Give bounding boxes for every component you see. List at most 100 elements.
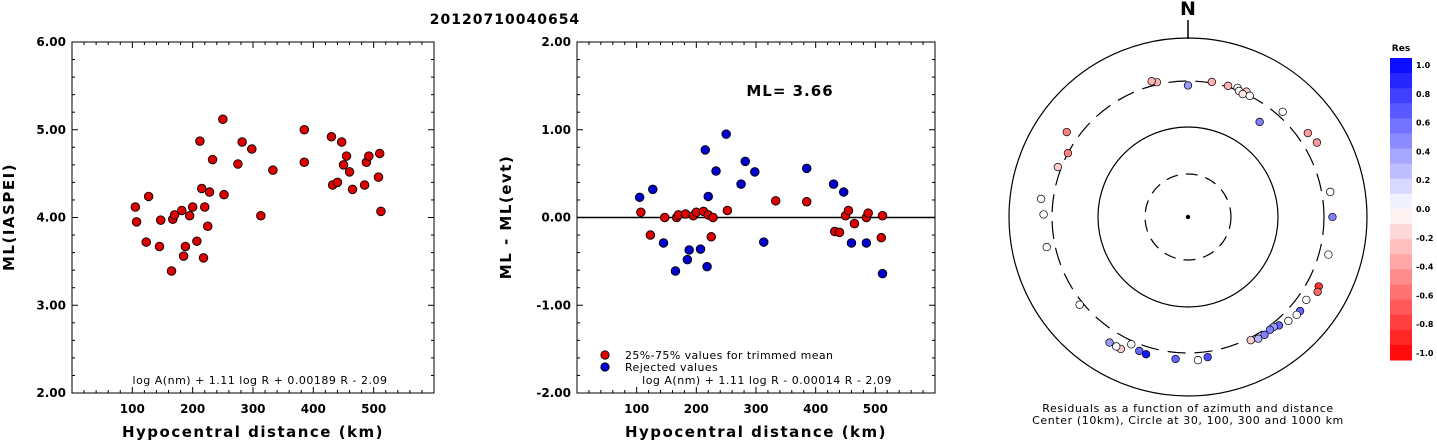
ml-distance-point	[131, 217, 142, 227]
rejected-residual-point	[877, 268, 888, 279]
colorbar-label: -1.0	[1416, 349, 1434, 358]
colorbar-segment	[1390, 178, 1412, 195]
ml-distance-y-tick-label: 5.00	[36, 123, 66, 137]
colorbar-segment	[1390, 58, 1412, 74]
station-residual-point	[1326, 187, 1335, 197]
residual-distance-x-tick-label: 300	[743, 402, 768, 416]
trimmed-residual-point	[843, 205, 854, 216]
station-residual-point	[1303, 128, 1312, 138]
station-residual-point	[1171, 354, 1180, 364]
rejected-residual-point	[711, 166, 721, 176]
colorbar-segment	[1390, 118, 1412, 134]
station-residual-point	[1265, 325, 1275, 334]
ml-distance-point	[344, 167, 355, 177]
station-residual-point	[1292, 310, 1301, 320]
ml-distance-point	[199, 202, 210, 212]
trimmed-residual-point	[801, 196, 812, 207]
colorbar-segment	[1390, 254, 1412, 270]
ml-distance-point	[130, 202, 141, 212]
rejected-residual-point	[700, 145, 711, 155]
trimmed-residual-point	[645, 230, 656, 240]
ml-distance-y-tick-label: 6.00	[36, 35, 66, 49]
rejected-residual-point	[648, 184, 658, 195]
station-residual-point	[1313, 287, 1322, 296]
colorbar-segment	[1390, 73, 1412, 89]
station-residual-point	[1246, 336, 1255, 345]
ml-distance-point	[166, 266, 177, 276]
ml-distance-x-tick-label: 400	[301, 402, 326, 416]
residual-colorbar: 1.0 0.8 0.6 0.4 0.2 0.0 -0.2 -0.4 -0.6 -0.8 -1.0	[1390, 58, 1434, 361]
station-residual-point	[1042, 242, 1051, 252]
station-residual-point	[1112, 342, 1121, 351]
ml-distance-point	[178, 251, 189, 261]
legend-rejected-label: Rejected values	[625, 361, 718, 374]
trimmed-residual-point	[863, 208, 873, 218]
trimmed-residual-point	[849, 218, 860, 229]
rejected-residual-point	[703, 191, 714, 202]
residual-distance-y-tick-label: -2.00	[536, 386, 571, 400]
rejected-residual-point	[670, 266, 681, 276]
trimmed-residual-point	[708, 212, 718, 223]
station-residual-point	[1238, 89, 1247, 99]
rejected-residual-point	[846, 238, 857, 248]
rejected-residual-point	[801, 163, 812, 174]
colorbar-label: -0.4	[1416, 263, 1434, 272]
colorbar-segment	[1390, 284, 1412, 301]
ml-distance-point	[247, 144, 257, 154]
ring-100km	[1097, 126, 1279, 308]
ml-distance-point	[219, 189, 229, 200]
station-residual-point	[1278, 107, 1287, 116]
ml-distance-point	[376, 206, 386, 217]
colorbar-label: 0.2	[1416, 176, 1430, 185]
rejected-residual-point	[634, 192, 645, 203]
station-residual-point	[1063, 149, 1073, 158]
colorbar-segment	[1390, 133, 1412, 150]
residual-distance-y-tick-label: 2.00	[541, 35, 571, 49]
colorbar-segment	[1390, 103, 1412, 119]
rejected-residual-point	[658, 238, 669, 248]
station-residual-point	[1183, 81, 1193, 90]
station-residual-point	[1223, 81, 1233, 90]
colorbar-label: -0.2	[1416, 234, 1434, 243]
azimuth-residual-points	[1036, 77, 1337, 365]
center-marker	[1185, 214, 1191, 220]
ml-distance-y-tick-label: 3.00	[36, 298, 66, 312]
north-label: N	[1180, 0, 1196, 20]
ml-distance-y-label: ML(IASPEI)	[0, 163, 18, 271]
rejected-residual-point	[682, 254, 693, 265]
polar-caption-line-1: Residuals as a function of azimuth and d…	[1042, 402, 1333, 415]
station-residual-point	[1062, 127, 1071, 137]
legend-trimmed-label: 25%-75% values for trimmed mean	[625, 349, 833, 362]
colorbar-label: 0.6	[1416, 119, 1431, 128]
rejected-residual-point	[828, 179, 839, 189]
rejected-residual-point	[759, 237, 769, 247]
colorbar-label: 0.8	[1416, 90, 1431, 99]
colorbar-title: Res	[1392, 44, 1410, 54]
station-residual-point	[1254, 334, 1263, 343]
colorbar-segment	[1390, 269, 1412, 285]
station-residual-point	[1255, 117, 1264, 127]
trimmed-residual-point	[706, 232, 717, 242]
residual-distance-x-ticks: 100 200 300 400 500	[588, 42, 924, 416]
ml-distance-x-tick-label: 200	[180, 402, 205, 416]
ml-distance-point	[184, 210, 195, 221]
residual-distance-y-label: ML - ML(evt)	[497, 155, 515, 279]
polar-caption-line-2: Center (10km), Circle at 30, 100, 300 an…	[1032, 414, 1344, 427]
station-residual-point	[1312, 138, 1322, 147]
station-residual-point	[1039, 210, 1048, 219]
colorbar-segment	[1390, 329, 1412, 346]
rejected-residual-point	[702, 261, 712, 272]
ml-distance-point	[202, 221, 213, 232]
rejected-residual-point	[740, 156, 751, 167]
colorbar-segment	[1390, 209, 1412, 225]
ml-distance-formula: log A(nm) + 1.11 log R + 0.00189 R - 2.0…	[133, 374, 388, 387]
residual-distance-x-label: Hypocentral distance (km)	[625, 423, 887, 441]
ml-distance-y-tick-label: 2.00	[36, 386, 66, 400]
ml-distance-point	[192, 236, 202, 246]
ml-distance-point	[187, 202, 198, 212]
station-residual-point	[1105, 338, 1114, 347]
ml-distance-point	[299, 157, 310, 167]
ml-distance-chart: 100 200 300 400 500 2.00 3.00 4.00 5.00 6.00 log…	[0, 35, 435, 441]
ml-distance-point	[268, 165, 278, 175]
